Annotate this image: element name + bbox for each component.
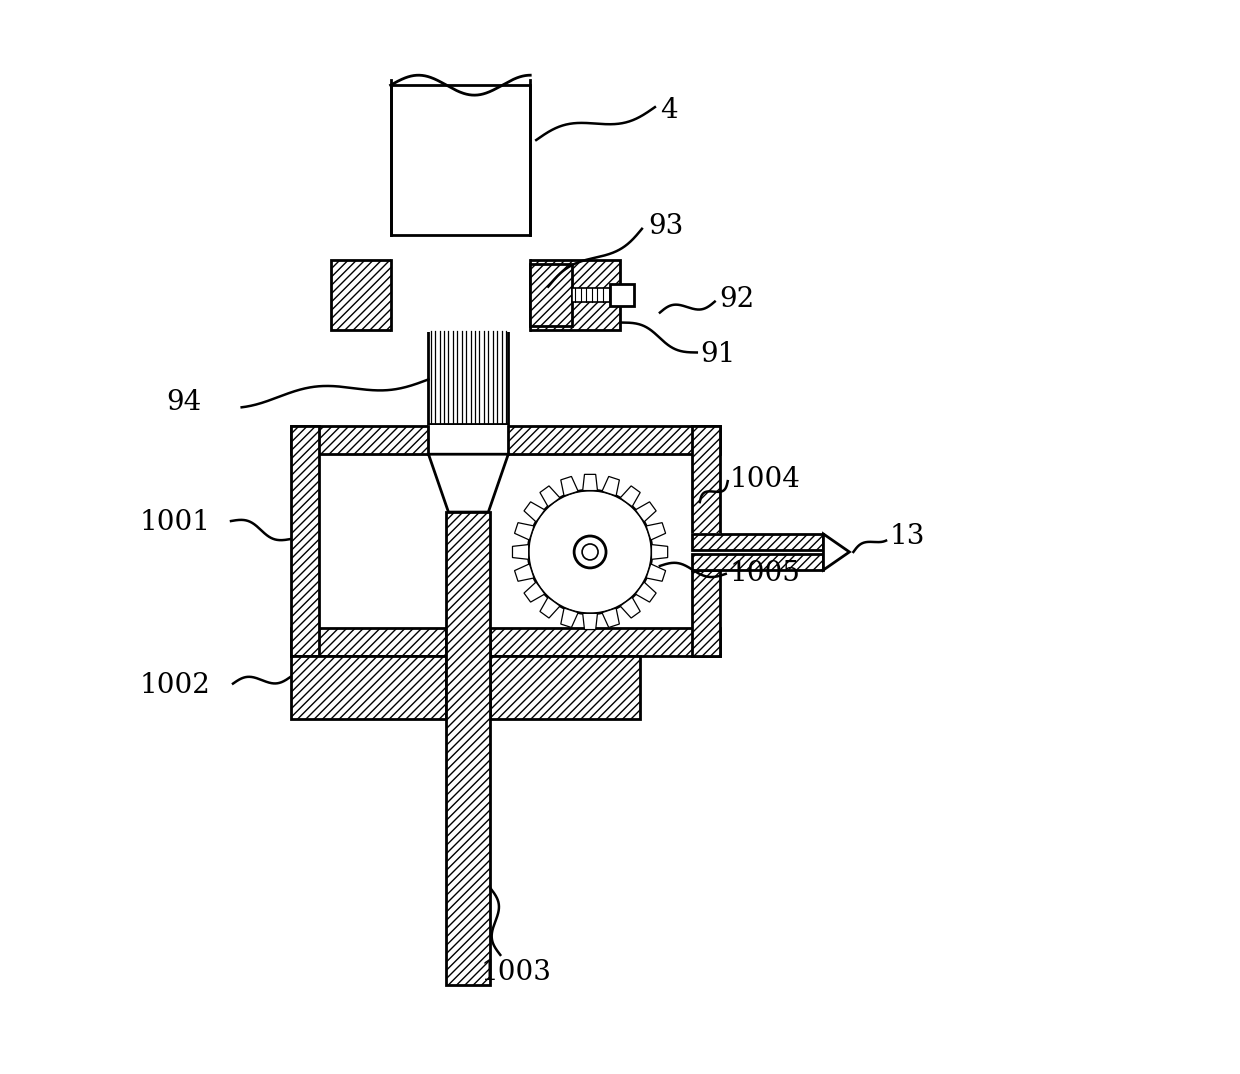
Circle shape	[582, 545, 598, 560]
Text: 94: 94	[166, 389, 201, 416]
Bar	[692, 534, 823, 550]
Polygon shape	[515, 523, 534, 540]
Text: 1001: 1001	[139, 508, 211, 536]
Bar	[531, 264, 572, 325]
Polygon shape	[635, 502, 656, 522]
Bar	[391, 258, 531, 332]
Polygon shape	[429, 454, 508, 512]
Bar	[291, 656, 640, 719]
Bar	[291, 426, 319, 656]
Polygon shape	[539, 597, 560, 618]
Bar	[331, 260, 620, 330]
Bar	[692, 426, 719, 656]
Text: 93: 93	[649, 214, 683, 241]
Circle shape	[574, 536, 606, 568]
Text: 13: 13	[889, 523, 925, 550]
Bar	[446, 655, 490, 720]
Polygon shape	[583, 475, 598, 491]
Text: 1004: 1004	[729, 466, 801, 493]
Polygon shape	[515, 564, 534, 581]
Bar	[446, 627, 490, 656]
Polygon shape	[512, 545, 528, 560]
Bar	[446, 512, 490, 985]
Polygon shape	[646, 564, 666, 581]
Bar	[692, 550, 823, 554]
Polygon shape	[601, 477, 619, 496]
Text: 92: 92	[719, 286, 755, 314]
Bar	[391, 85, 531, 235]
Polygon shape	[646, 523, 666, 540]
Text: 1003: 1003	[480, 959, 552, 986]
Polygon shape	[620, 597, 640, 618]
Polygon shape	[525, 582, 544, 603]
Polygon shape	[620, 485, 640, 507]
Polygon shape	[560, 608, 578, 627]
Polygon shape	[583, 613, 598, 629]
Bar	[291, 426, 719, 454]
Polygon shape	[651, 545, 667, 560]
Bar	[429, 425, 508, 455]
Circle shape	[528, 490, 652, 614]
Bar	[429, 330, 508, 424]
Bar	[291, 628, 719, 656]
Bar	[610, 284, 634, 306]
Bar	[691, 533, 720, 571]
Polygon shape	[525, 502, 544, 522]
Bar	[692, 554, 823, 570]
Text: 4: 4	[660, 97, 677, 124]
Text: 1002: 1002	[139, 672, 210, 699]
Polygon shape	[601, 608, 619, 627]
Bar	[572, 288, 610, 302]
Polygon shape	[635, 582, 656, 603]
Text: 1005: 1005	[729, 561, 801, 587]
Bar	[319, 454, 692, 628]
Polygon shape	[823, 534, 849, 570]
Polygon shape	[560, 477, 578, 496]
Circle shape	[518, 480, 662, 624]
Polygon shape	[539, 485, 560, 507]
Text: 91: 91	[699, 340, 735, 368]
